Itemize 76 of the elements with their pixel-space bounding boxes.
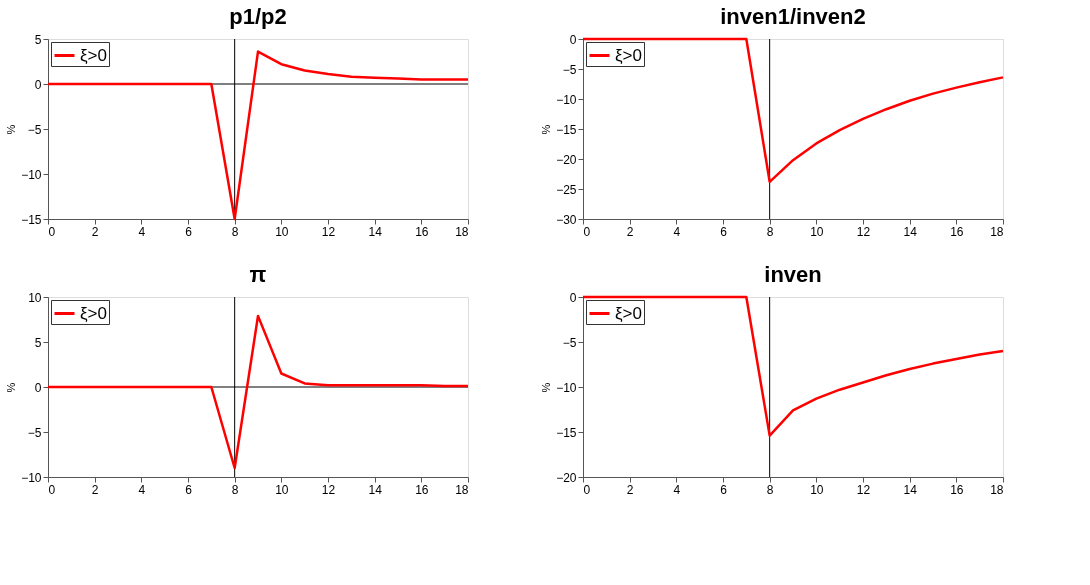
x-tick-label: 4 <box>138 482 146 497</box>
y-tick-label: 0 <box>569 290 577 305</box>
y-axis-title: % <box>5 382 18 393</box>
x-tick-label: 6 <box>185 482 193 497</box>
y-tick-label: −5 <box>27 122 42 137</box>
chart-title: p1/p2 <box>229 4 287 29</box>
y-tick-label: 0 <box>34 77 42 92</box>
legend-label: ξ>0 <box>80 303 107 323</box>
x-tick-label: 4 <box>673 224 681 239</box>
y-tick-label: −15 <box>21 212 42 227</box>
line-series <box>581 295 1005 437</box>
legend-label: ξ>0 <box>80 45 107 65</box>
y-tick-label: −10 <box>556 92 577 107</box>
x-tick-label: 14 <box>368 482 383 497</box>
x-tick-label: 4 <box>673 482 681 497</box>
x-tick-label: 12 <box>321 224 336 239</box>
x-tick-label: 14 <box>903 224 918 239</box>
x-tick-label: 2 <box>626 224 634 239</box>
chart-title: π <box>249 262 267 287</box>
legend-label: ξ>0 <box>615 303 642 323</box>
y-axis-title: % <box>540 124 553 135</box>
x-tick-label: 10 <box>810 482 824 497</box>
x-tick-label: 6 <box>720 482 728 497</box>
chart-title: inven1/inven2 <box>720 4 866 29</box>
y-tick-label: −5 <box>27 425 42 440</box>
x-tick-label: 16 <box>415 482 429 497</box>
y-tick-label: −10 <box>556 380 577 395</box>
x-tick-label: 2 <box>626 482 634 497</box>
y-tick-label: −10 <box>21 167 42 182</box>
x-tick-label: 8 <box>766 224 774 239</box>
x-tick-label: 14 <box>903 482 918 497</box>
x-tick-label: 16 <box>950 224 964 239</box>
x-tick-label: 18 <box>455 224 469 239</box>
y-tick-label: 5 <box>34 335 42 350</box>
x-tick-label: 16 <box>415 224 429 239</box>
y-tick-label: −25 <box>556 182 577 197</box>
y-axis-title: % <box>5 124 18 135</box>
y-tick-label: −5 <box>562 335 577 350</box>
x-tick-label: 8 <box>766 482 774 497</box>
x-tick-label: 8 <box>231 224 239 239</box>
x-tick-label: 12 <box>856 482 871 497</box>
x-tick-label: 0 <box>583 224 591 239</box>
x-tick-label: 2 <box>91 224 99 239</box>
x-tick-label: 4 <box>138 224 146 239</box>
y-axis-title: % <box>540 382 553 393</box>
line-series <box>581 37 1005 184</box>
x-tick-label: 10 <box>275 224 289 239</box>
x-tick-label: 16 <box>950 482 964 497</box>
x-tick-label: 0 <box>48 482 56 497</box>
y-tick-label: −20 <box>556 470 577 485</box>
x-tick-label: 10 <box>275 482 289 497</box>
y-tick-label: −20 <box>556 152 577 167</box>
x-tick-label: 12 <box>321 482 336 497</box>
x-tick-label: 14 <box>368 224 383 239</box>
x-tick-label: 18 <box>455 482 469 497</box>
x-tick-label: 2 <box>91 482 99 497</box>
x-tick-label: 0 <box>583 482 591 497</box>
x-tick-label: 10 <box>810 224 824 239</box>
y-tick-label: −30 <box>556 212 577 227</box>
x-tick-label: 6 <box>720 224 728 239</box>
x-tick-label: 18 <box>990 224 1004 239</box>
y-tick-label: −15 <box>556 425 577 440</box>
legend-label: ξ>0 <box>615 45 642 65</box>
y-tick-label: −10 <box>21 470 42 485</box>
x-tick-label: 6 <box>185 224 193 239</box>
x-tick-label: 18 <box>990 482 1004 497</box>
chart-title: inven <box>764 262 822 287</box>
y-tick-label: 0 <box>569 32 577 47</box>
x-tick-label: 12 <box>856 224 871 239</box>
y-tick-label: 5 <box>34 32 42 47</box>
y-tick-label: −5 <box>562 62 577 77</box>
y-tick-label: 10 <box>28 290 42 305</box>
y-tick-label: 0 <box>34 380 42 395</box>
x-tick-label: 8 <box>231 482 239 497</box>
x-tick-label: 0 <box>48 224 56 239</box>
y-tick-label: −15 <box>556 122 577 137</box>
